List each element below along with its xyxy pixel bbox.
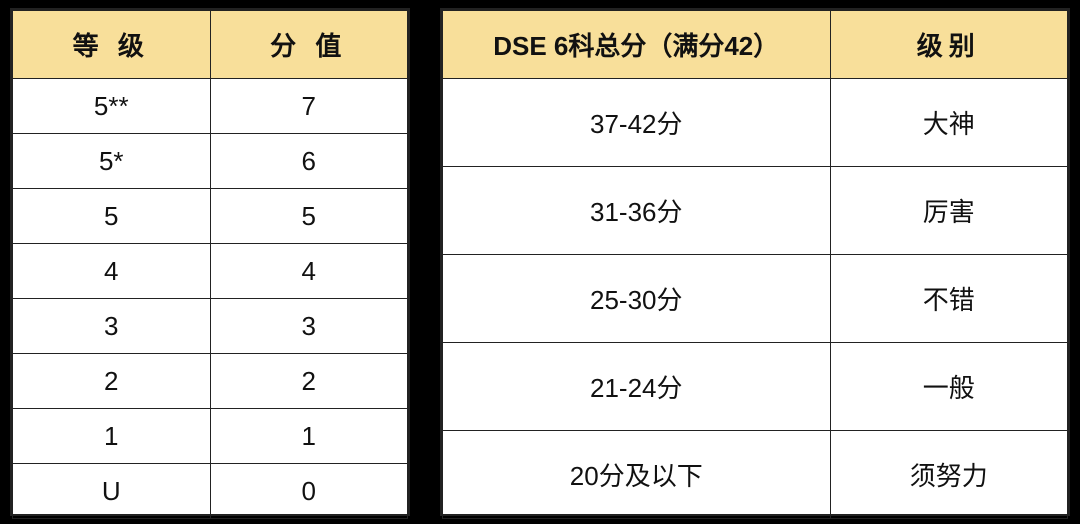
cell-grade: 4 (13, 244, 211, 299)
cell-score: 4 (210, 244, 408, 299)
cell-total: 31-36分 (443, 167, 831, 255)
table-row: U0 (13, 464, 408, 519)
cell-level: 一般 (830, 343, 1068, 431)
cell-level: 大神 (830, 79, 1068, 167)
cell-score: 3 (210, 299, 408, 354)
cell-grade: 5** (13, 79, 211, 134)
cell-score: 7 (210, 79, 408, 134)
col-header-score: 分 值 (210, 11, 408, 79)
cell-total: 37-42分 (443, 79, 831, 167)
cell-grade: 3 (13, 299, 211, 354)
table-row: 55 (13, 189, 408, 244)
table-row: 5**7 (13, 79, 408, 134)
cell-level: 须努力 (830, 431, 1068, 519)
cell-total: 21-24分 (443, 343, 831, 431)
cell-grade: 5* (13, 134, 211, 189)
cell-grade: 2 (13, 354, 211, 409)
cell-score: 5 (210, 189, 408, 244)
table-row: 21-24分一般 (443, 343, 1068, 431)
table-row: 20分及以下须努力 (443, 431, 1068, 519)
cell-grade: 1 (13, 409, 211, 464)
grade-score-table: 等 级 分 值 5**7 5*6 55 44 33 22 11 U0 (10, 8, 410, 516)
table-row: 22 (13, 354, 408, 409)
total-level-table: DSE 6科总分（满分42） 级别 37-42分大神 31-36分厉害 25-3… (440, 8, 1070, 516)
cell-level: 厉害 (830, 167, 1068, 255)
cell-score: 2 (210, 354, 408, 409)
col-header-grade: 等 级 (13, 11, 211, 79)
table-row: 5*6 (13, 134, 408, 189)
cell-grade: 5 (13, 189, 211, 244)
table-row: 11 (13, 409, 408, 464)
table-row: 44 (13, 244, 408, 299)
table-row: 37-42分大神 (443, 79, 1068, 167)
cell-score: 1 (210, 409, 408, 464)
col-header-total: DSE 6科总分（满分42） (443, 11, 831, 79)
table-row: 25-30分不错 (443, 255, 1068, 343)
cell-grade: U (13, 464, 211, 519)
cell-score: 0 (210, 464, 408, 519)
col-header-level: 级别 (830, 11, 1068, 79)
cell-total: 25-30分 (443, 255, 831, 343)
table-row: 33 (13, 299, 408, 354)
table-row: 31-36分厉害 (443, 167, 1068, 255)
cell-score: 6 (210, 134, 408, 189)
cell-total: 20分及以下 (443, 431, 831, 519)
cell-level: 不错 (830, 255, 1068, 343)
